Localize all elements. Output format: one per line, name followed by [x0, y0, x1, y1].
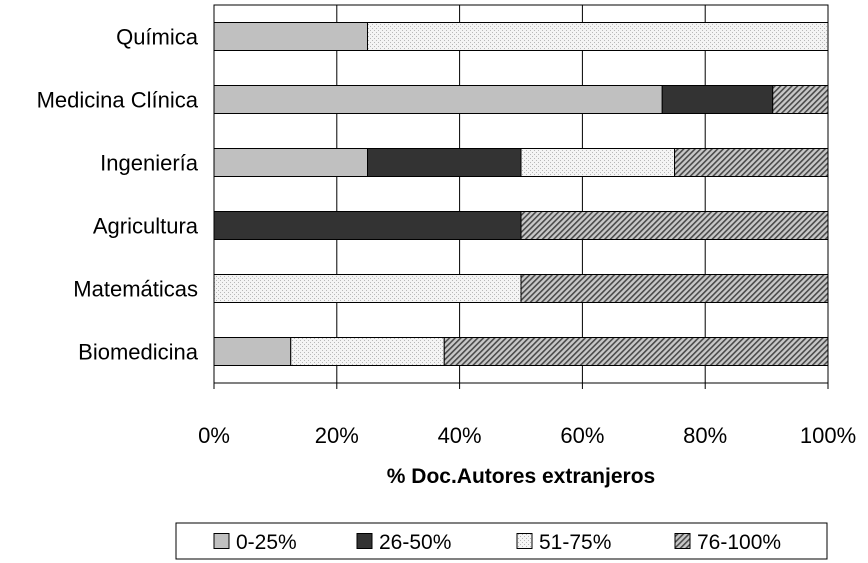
bar-segment: [443, 337, 829, 366]
legend-label: 51-75%: [539, 531, 611, 554]
legend-box: [175, 522, 828, 560]
bar-segment: [520, 148, 675, 177]
bar-segment: [213, 85, 663, 114]
x-tick-label: 40%: [438, 423, 482, 448]
bar-segment: [772, 85, 829, 114]
bar-segment: [290, 337, 445, 366]
legend-swatch: [674, 533, 691, 549]
bar-segment: [367, 22, 829, 51]
plot-background: [214, 5, 828, 383]
legend-label: 0-25%: [236, 531, 297, 554]
bar-segment: [674, 148, 829, 177]
x-tick-label: 60%: [560, 423, 604, 448]
category-label: Agricultura: [93, 214, 199, 239]
category-label: Ingeniería: [100, 151, 199, 176]
bar-segment: [213, 211, 522, 240]
legend: 0-25% 26-50% 51-75% 76-100%: [175, 522, 828, 560]
bar-segment: [213, 274, 522, 303]
bar-segment: [520, 211, 829, 240]
x-axis-title: % Doc.Autores extranjeros: [387, 465, 655, 488]
plot-border: [213, 4, 829, 384]
bar-segment: [213, 337, 292, 366]
legend-swatch: [516, 533, 533, 549]
category-label: Matemáticas: [73, 277, 198, 302]
bar-segment: [213, 148, 368, 177]
category-label: Química: [116, 25, 199, 50]
y-axis-categories: Química Medicina Clínica Ingeniería Agricul…: [37, 25, 199, 365]
category-label: Biomedicina: [78, 340, 199, 365]
plot-area: [213, 4, 829, 384]
bar-segment: [213, 22, 368, 51]
legend-label: 26-50%: [379, 531, 451, 554]
legend-label: 76-100%: [697, 531, 781, 554]
category-label: Medicina Clínica: [37, 88, 199, 113]
bar-segment: [661, 85, 774, 114]
x-tick-label: 0%: [198, 423, 230, 448]
legend-swatch: [356, 533, 373, 549]
x-tick-label: 100%: [800, 423, 856, 448]
bar-segment: [520, 274, 829, 303]
x-axis: 0% 20% 40% 60% 80% 100%: [198, 383, 856, 448]
x-tick-label: 80%: [683, 423, 727, 448]
bar-segment: [367, 148, 522, 177]
legend-swatch: [213, 533, 230, 549]
x-tick-label: 20%: [315, 423, 359, 448]
